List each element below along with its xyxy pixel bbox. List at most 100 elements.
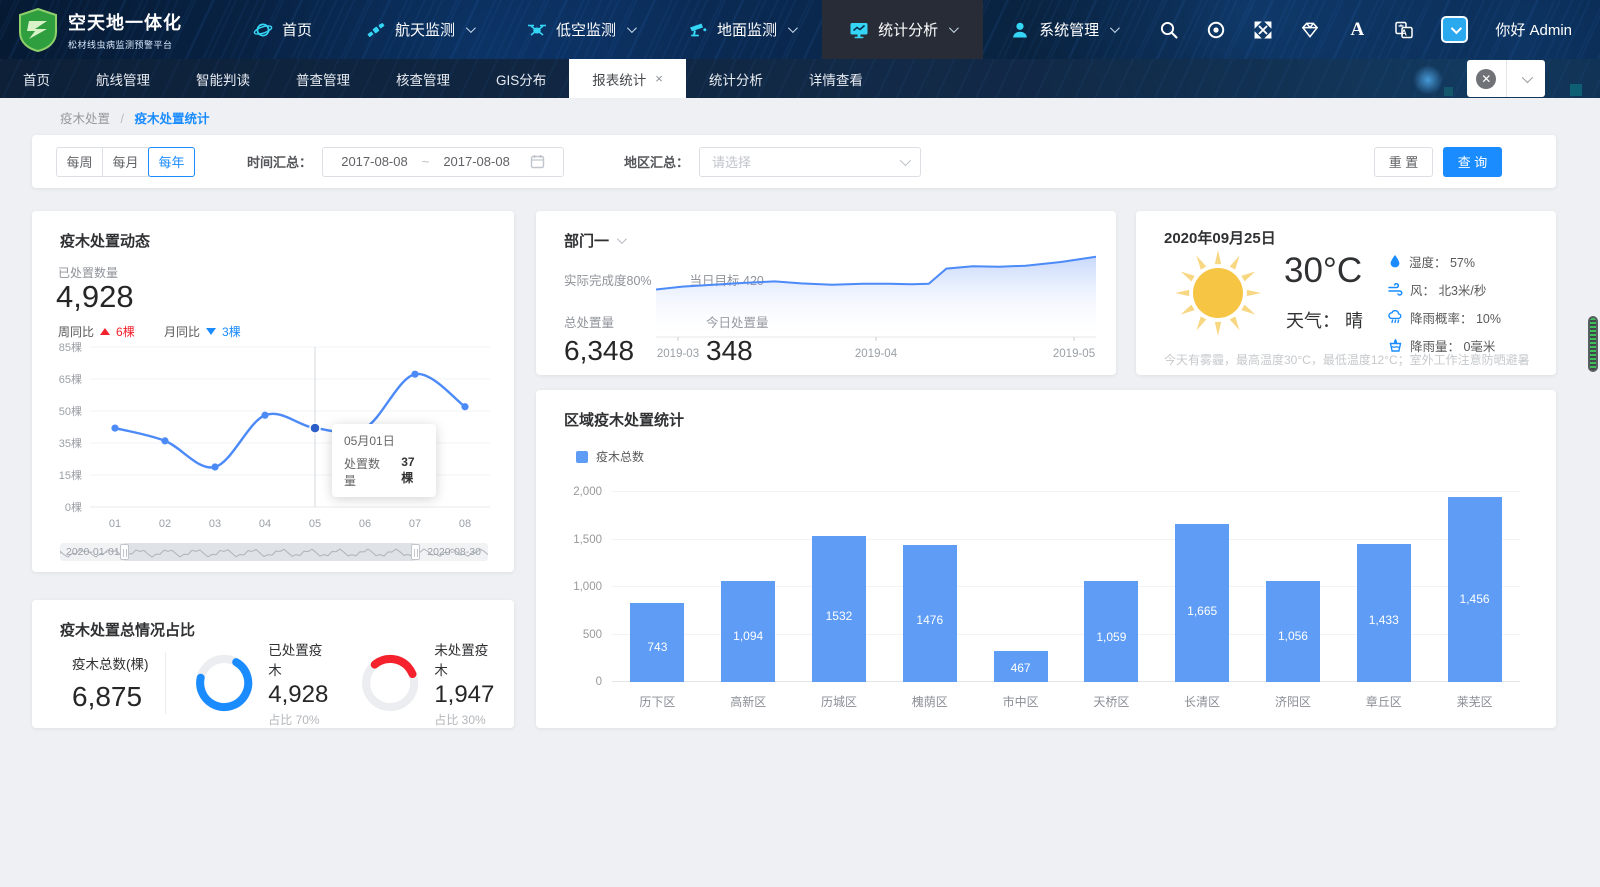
bar: 743 — [630, 603, 685, 682]
menu-item-system-management[interactable]: 系统管理 — [983, 0, 1144, 59]
decorative-glow — [1413, 65, 1443, 95]
monitor-icon — [850, 22, 868, 38]
period-year-button[interactable]: 每年 — [148, 146, 195, 177]
tab-home[interactable]: 首页 — [0, 59, 73, 98]
slider-left-handle[interactable] — [120, 544, 130, 560]
tab-route-management[interactable]: 航线管理 — [73, 59, 173, 98]
chart-legend[interactable]: 疫木总数 — [576, 448, 644, 465]
tab-gis-distribution[interactable]: GIS分布 — [473, 59, 569, 98]
menu-item-label: 航天监测 — [395, 22, 456, 39]
bar-column[interactable]: 1476 槐荫区 — [884, 492, 975, 709]
app-logo[interactable]: 空天地一体化 松材线虫病监测预警平台 — [0, 7, 200, 52]
breadcrumb: 疫木处置 / 疫木处置统计 — [60, 108, 209, 127]
rain-probability-icon — [1388, 310, 1402, 324]
bar-column[interactable]: 1,059 天桥区 — [1066, 492, 1157, 709]
bar-column[interactable]: 743 历下区 — [612, 492, 703, 709]
reset-button[interactable]: 重 置 — [1374, 146, 1433, 177]
fullscreen-icon[interactable] — [1253, 20, 1273, 40]
tab-options-dropdown[interactable] — [1507, 60, 1546, 97]
month-compare-value: 3棵 — [222, 325, 241, 339]
drone-icon — [528, 24, 547, 36]
record-target-icon[interactable] — [1206, 20, 1226, 40]
date-range-slider[interactable]: 2020-01-01 2020-08-30 — [60, 543, 488, 561]
undisposed-donut-chart[interactable] — [360, 651, 420, 715]
bar-column[interactable]: 467 市中区 — [975, 492, 1066, 709]
bar-value-label: 1,059 — [1096, 629, 1127, 644]
region-select[interactable]: 请选择 — [699, 146, 922, 177]
bar-value-label: 1,665 — [1187, 604, 1218, 619]
bar: 1,094 — [721, 580, 776, 682]
breadcrumb-current[interactable]: 疫木处置统计 — [134, 112, 210, 126]
menu-item-ground-monitoring[interactable]: 地面监测 — [661, 0, 822, 59]
period-week-button[interactable]: 每周 — [56, 146, 103, 177]
bar-column[interactable]: 1,056 济阳区 — [1248, 492, 1339, 709]
svg-text:2019-03: 2019-03 — [657, 348, 699, 360]
tab-statistics-analysis[interactable]: 统计分析 — [686, 59, 786, 98]
weather-date: 2020年09月25日 — [1164, 230, 1276, 247]
slider-right-handle[interactable] — [411, 544, 421, 560]
slider-end-label: 2020-08-30 — [427, 546, 481, 558]
bar-column[interactable]: 1,665 长清区 — [1157, 492, 1248, 709]
period-month-button[interactable]: 每月 — [102, 146, 149, 177]
arrow-up-icon — [100, 328, 111, 335]
department-selector[interactable]: 部门一 — [564, 230, 627, 251]
humidity-icon — [1390, 255, 1400, 268]
tab-label: 航线管理 — [96, 72, 150, 88]
tab-verification-management[interactable]: 核查管理 — [373, 59, 473, 98]
svg-text:65棵: 65棵 — [59, 372, 82, 386]
menu-item-statistics[interactable]: 统计分析 — [822, 0, 984, 59]
tooltip-label: 处置数量 — [344, 457, 381, 488]
date-separator: ~ — [421, 154, 430, 169]
tab-report-statistics[interactable]: 报表统计 × — [569, 59, 686, 98]
tab-smart-interpretation[interactable]: 智能判读 — [173, 59, 273, 98]
menu-item-low-altitude-monitoring[interactable]: 低空监测 — [500, 0, 661, 59]
bar-category-label: 槐荫区 — [911, 695, 948, 709]
slider-selected-range[interactable] — [124, 543, 416, 561]
chevron-down-icon — [1110, 23, 1120, 34]
chevron-down-icon — [627, 23, 637, 34]
card-title: 疫木处置总情况占比 — [60, 622, 196, 639]
page-scrollbar[interactable] — [1588, 196, 1598, 887]
bar-column[interactable]: 1,456 莱芜区 — [1429, 492, 1520, 709]
user-greeting: 你好 Admin — [1495, 22, 1572, 39]
gridline — [612, 538, 1520, 540]
tab-survey-management[interactable]: 普查管理 — [273, 59, 373, 98]
bar-column[interactable]: 1532 历城区 — [794, 492, 885, 709]
main-content: 疫木处置 / 疫木处置统计 每周 每月 每年 时间汇总： 2017-08-08 … — [0, 98, 1600, 789]
translate-icon[interactable]: A — [1394, 20, 1414, 40]
font-size-icon[interactable]: A — [1350, 18, 1365, 40]
query-button[interactable]: 查 询 — [1443, 146, 1502, 177]
disposed-donut-chart[interactable] — [194, 651, 254, 715]
close-circle-icon: ✕ — [1476, 68, 1497, 89]
slider-start-label: 2020-01-01 — [66, 546, 120, 558]
search-icon[interactable] — [1159, 20, 1179, 40]
date-range-input[interactable]: 2017-08-08 ~ 2017-08-08 — [322, 146, 565, 177]
weather-card: 2020年09月25日 30°C 天气： 晴 湿度： 57% 风： 北3米/秒 — [1136, 211, 1556, 375]
tab-label: 首页 — [23, 72, 50, 88]
menu-item-space-monitoring[interactable]: 航天监测 — [339, 0, 500, 59]
menu-item-label: 地面监测 — [717, 22, 778, 39]
rainfall-stat: 降雨量： 0毫米 — [1388, 331, 1501, 359]
tab-label: GIS分布 — [496, 72, 547, 88]
gridline — [612, 633, 1520, 635]
svg-text:03: 03 — [209, 518, 221, 530]
scrollbar-thumb[interactable] — [1588, 316, 1598, 372]
tab-detail-view[interactable]: 详情查看 — [786, 59, 886, 98]
disposed-donut-group: 已处置疫木 4,928 占比 70% — [166, 639, 332, 728]
bar-category-label: 章丘区 — [1365, 695, 1402, 709]
main-menu: 首页 航天监测 低空监 — [226, 0, 1144, 59]
bar-column[interactable]: 1,433 章丘区 — [1338, 492, 1429, 709]
user-avatar-dropdown[interactable] — [1441, 16, 1469, 43]
breadcrumb-parent[interactable]: 疫木处置 — [60, 112, 111, 126]
menu-item-home[interactable]: 首页 — [226, 0, 339, 59]
gridline — [612, 586, 1520, 587]
bar-column[interactable]: 1,094 高新区 — [703, 492, 794, 709]
bar-category-label: 长清区 — [1184, 695, 1221, 709]
department-area-chart[interactable]: 2019-03 2019-04 2019-05 — [648, 237, 1104, 369]
diamond-icon[interactable] — [1300, 20, 1320, 40]
bar: 1532 — [811, 535, 866, 682]
tab-close-icon[interactable]: × — [655, 71, 663, 86]
close-all-tabs-button[interactable]: ✕ — [1467, 60, 1506, 97]
y-axis-tick: 500 — [582, 628, 602, 641]
tab-label: 普查管理 — [296, 72, 350, 88]
